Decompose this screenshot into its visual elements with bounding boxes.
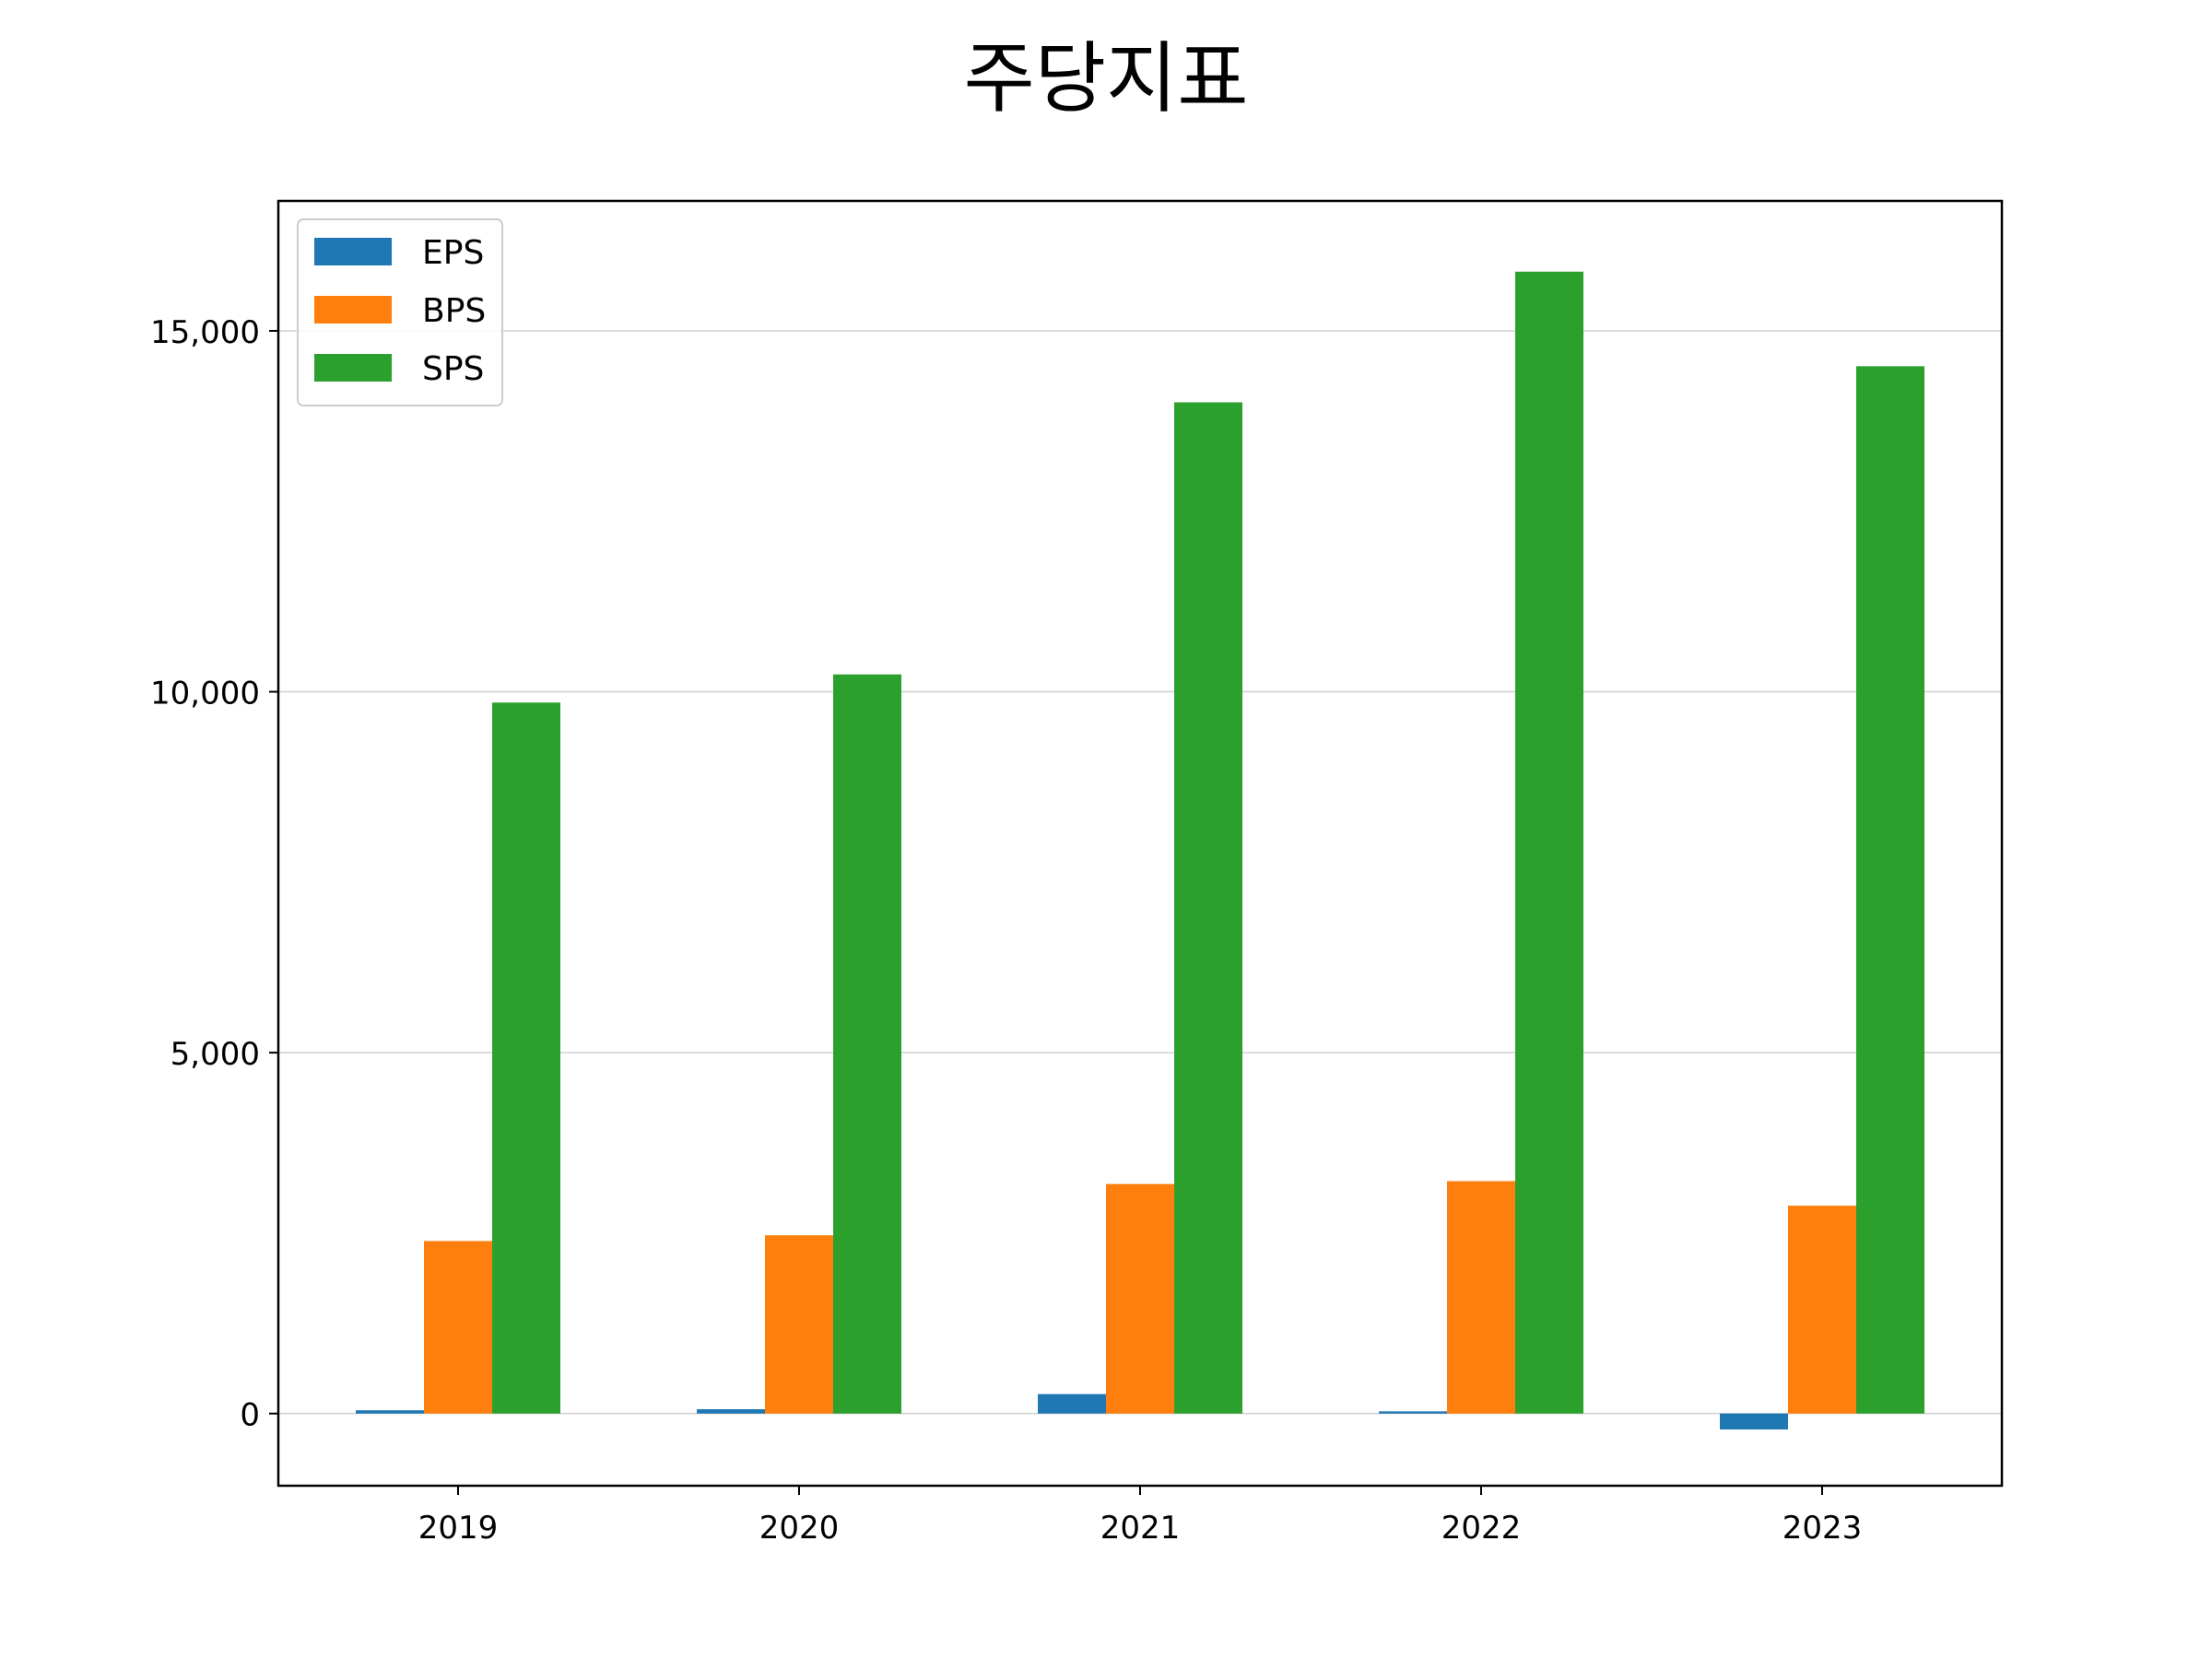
legend-label-bps: BPS [422, 292, 486, 330]
bar-bps-2021 [1106, 1183, 1174, 1414]
bar-bps-2022 [1447, 1181, 1515, 1414]
bar-sps-2020 [833, 674, 901, 1414]
bar-bps-2020 [765, 1235, 833, 1414]
bar-eps-2020 [697, 1408, 765, 1414]
legend-swatch-sps [314, 354, 392, 382]
y-tick-label: 15,000 [150, 314, 260, 351]
chart-title: 주당지표 [963, 33, 1249, 124]
bar-sps-2019 [492, 702, 560, 1414]
bar-eps-2023 [1720, 1413, 1788, 1430]
y-tick-label: 0 [240, 1397, 260, 1434]
x-tick-label: 2019 [418, 1510, 499, 1547]
bars [356, 271, 1924, 1430]
y-axis: 0 5,000 10,000 15,000 [150, 314, 278, 1434]
y-tick-label: 5,000 [171, 1036, 260, 1073]
legend-label-sps: SPS [422, 350, 484, 388]
legend: EPS BPS SPS [297, 218, 503, 406]
bar-sps-2022 [1515, 271, 1583, 1414]
y-tick-label: 10,000 [150, 676, 260, 712]
x-tick-label: 2020 [759, 1510, 840, 1547]
bar-eps-2021 [1038, 1394, 1106, 1414]
x-tick-label: 2022 [1441, 1510, 1522, 1547]
legend-label-eps: EPS [422, 234, 484, 272]
y-gridlines [278, 330, 2002, 1415]
legend-swatch-eps [314, 238, 392, 265]
bar-bps-2019 [424, 1241, 492, 1414]
bar-eps-2019 [356, 1410, 424, 1414]
x-tick-label: 2023 [1783, 1510, 1863, 1547]
x-tick-label: 2021 [1100, 1510, 1181, 1547]
bar-eps-2022 [1379, 1411, 1447, 1414]
x-axis: 2019 2020 2021 2022 2023 [418, 1486, 1863, 1547]
bar-sps-2021 [1174, 402, 1242, 1414]
bar-bps-2023 [1788, 1206, 1856, 1414]
bar-sps-2023 [1856, 366, 1924, 1414]
legend-swatch-bps [314, 296, 392, 324]
